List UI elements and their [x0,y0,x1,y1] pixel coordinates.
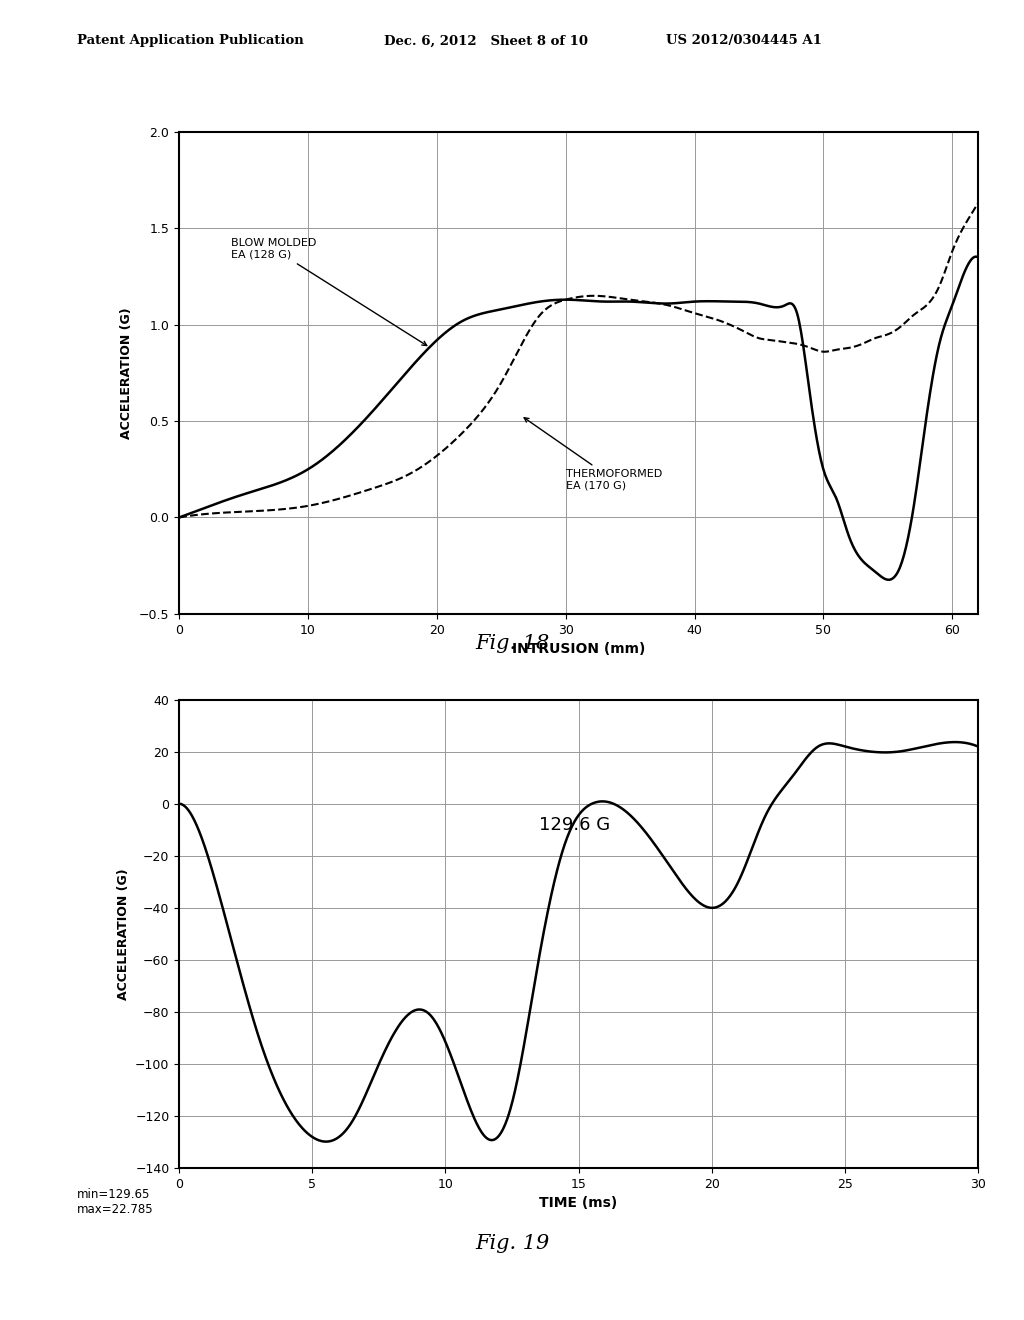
X-axis label: TIME (ms): TIME (ms) [540,1196,617,1210]
Text: Patent Application Publication: Patent Application Publication [77,34,303,48]
X-axis label: INTRUSION (mm): INTRUSION (mm) [512,642,645,656]
Text: BLOW MOLDED
EA (128 G): BLOW MOLDED EA (128 G) [230,238,427,346]
Text: Fig. 19: Fig. 19 [475,1234,549,1253]
Text: THERMOFORMED
EA (170 G): THERMOFORMED EA (170 G) [524,417,662,491]
Text: Dec. 6, 2012   Sheet 8 of 10: Dec. 6, 2012 Sheet 8 of 10 [384,34,588,48]
Y-axis label: ACCELERATION (G): ACCELERATION (G) [121,308,133,438]
Text: US 2012/0304445 A1: US 2012/0304445 A1 [666,34,821,48]
Text: Fig. 18: Fig. 18 [475,634,549,652]
Text: 129.6 G: 129.6 G [539,816,609,833]
Y-axis label: ACCELERATION (G): ACCELERATION (G) [117,869,130,999]
Text: min=129.65
max=22.785: min=129.65 max=22.785 [77,1188,154,1216]
